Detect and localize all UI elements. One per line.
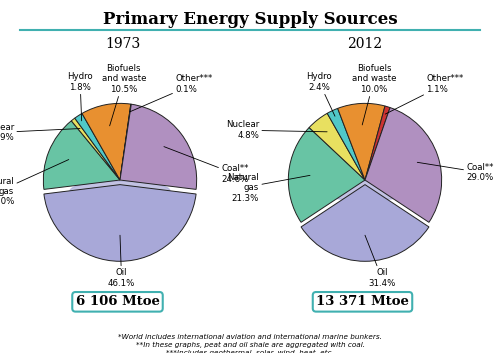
Wedge shape [74,113,120,180]
Text: Other***
1.1%: Other*** 1.1% [386,74,464,114]
Wedge shape [44,185,196,261]
Wedge shape [120,104,132,180]
Text: Other***
0.1%: Other*** 0.1% [130,74,212,112]
Wedge shape [44,121,120,190]
Wedge shape [327,108,365,180]
Wedge shape [365,108,442,222]
Wedge shape [72,118,120,180]
Text: Hydro
2.4%: Hydro 2.4% [306,72,335,116]
Text: Hydro
1.8%: Hydro 1.8% [68,72,93,121]
Ellipse shape [315,181,415,201]
Text: Coal**
24.6%: Coal** 24.6% [164,146,248,184]
Text: Natural
gas
16.0%: Natural gas 16.0% [0,160,68,207]
Text: Primary Energy Supply Sources: Primary Energy Supply Sources [102,11,398,28]
Wedge shape [301,185,429,261]
Text: Natural
gas
21.3%: Natural gas 21.3% [228,173,310,203]
Wedge shape [288,127,365,222]
Text: Nuclear
4.8%: Nuclear 4.8% [226,120,327,140]
Wedge shape [365,106,390,180]
Text: Biofuels
and waste
10.0%: Biofuels and waste 10.0% [352,64,397,125]
Wedge shape [120,104,196,190]
Text: 2012: 2012 [348,37,382,51]
Text: 6 106 Mtoe: 6 106 Mtoe [76,295,160,308]
Text: Oil
31.4%: Oil 31.4% [365,235,396,288]
Wedge shape [338,103,385,180]
Text: Nuclear
0.9%: Nuclear 0.9% [0,123,80,142]
Text: *World includes international aviation and international marine bunkers.
**In th: *World includes international aviation a… [118,334,382,353]
Text: 1973: 1973 [105,37,140,51]
Wedge shape [82,103,131,180]
Text: Oil
46.1%: Oil 46.1% [108,235,135,288]
Text: Coal**
29.0%: Coal** 29.0% [418,162,494,182]
Ellipse shape [70,181,170,201]
Wedge shape [309,113,365,180]
Text: Biofuels
and waste
10.5%: Biofuels and waste 10.5% [102,64,146,126]
Text: 13 371 Mtoe: 13 371 Mtoe [316,295,409,308]
